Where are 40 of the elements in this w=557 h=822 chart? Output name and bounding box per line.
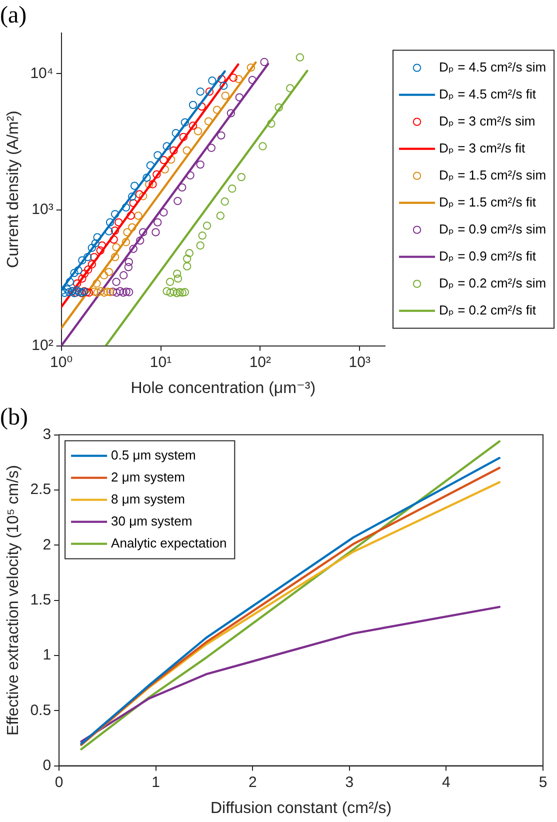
legend-label: Analytic expectation [111,535,227,550]
legend-label: Dₚ = 3 cm²/s fit [439,140,526,156]
y-tick-label: 10² [32,336,54,354]
legend-label: Dₚ = 4.5 cm²/s fit [439,86,536,102]
legend-label: Dₚ = 1.5 cm²/s sim [439,167,546,182]
y-tick-label: 0.5 [30,702,52,719]
y-tick-label: 0 [42,756,52,774]
legend-label: Dₚ = 0.2 cm²/s sim [439,275,546,290]
legend-label: 8 μm system [111,491,186,506]
legend-label: Dₚ = 0.2 cm²/s fit [439,302,536,318]
y-tick-label: 1.5 [30,591,52,608]
legend-label: 0.5 μm system [111,447,196,462]
x-axis-title: Hole concentration (μm⁻³) [130,380,316,397]
x-tick-label: 4 [442,774,450,791]
legend-label: Dₚ = 1.5 cm²/s fit [439,194,536,210]
legend-label: Dₚ = 4.5 cm²/s sim [439,59,546,74]
y-tick-label: 10⁴ [30,64,54,82]
y-axis-title: Current density (A/m²) [5,110,22,268]
legend-label: Dₚ = 3 cm²/s sim [439,113,536,128]
y-tick-label: 2 [42,536,52,554]
x-tick-label: 5 [538,774,548,791]
y-tick-label: 10³ [32,200,54,218]
x-axis-title: Diffusion constant (cm²/s) [210,800,392,817]
x-tick-label: 10¹ [150,354,172,371]
chart-title: (a) [0,2,27,29]
x-tick-label: 3 [345,774,354,791]
x-tick-label: 10² [249,354,272,371]
legend-label: 2 μm system [111,469,186,484]
x-tick-label: 2 [248,774,257,791]
y-tick-label: 1 [42,646,52,664]
chart-title: (b) [0,404,28,431]
x-tick-label: 10⁰ [50,354,73,371]
y-axis-title: Effective extraction velocity (10⁵ cm/s) [5,465,22,736]
legend-label: Dₚ = 0.9 cm²/s fit [439,248,536,264]
legend-label: Dₚ = 0.9 cm²/s sim [439,221,546,236]
legend-label: 30 μm system [111,513,192,528]
y-tick-label: 2.5 [30,481,52,498]
y-tick-label: 3 [42,426,52,443]
x-tick-label: 1 [152,774,160,791]
x-tick-label: 10³ [348,354,370,371]
